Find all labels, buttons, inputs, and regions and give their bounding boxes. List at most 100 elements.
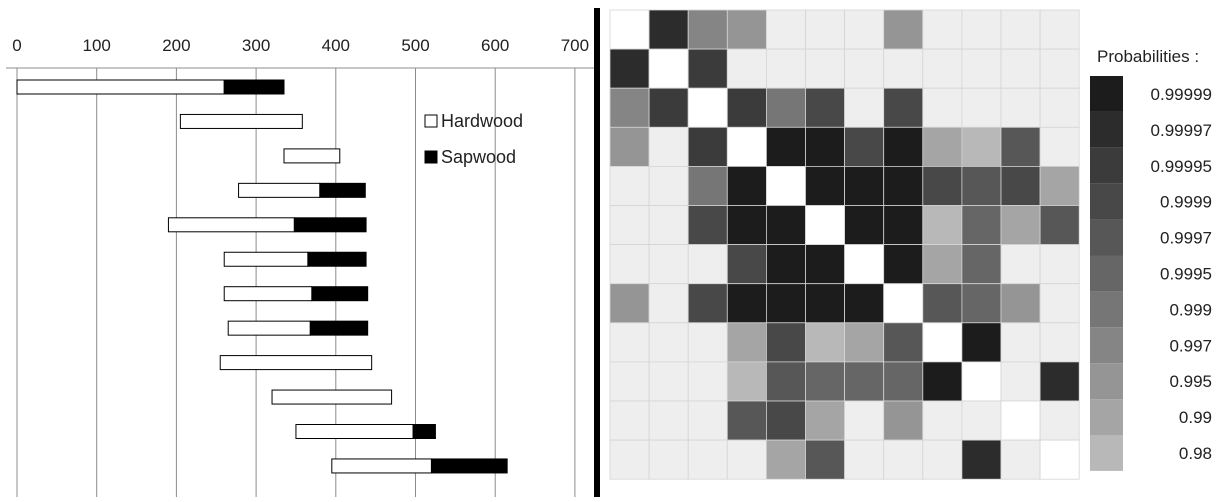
- heatmap-cell: [687, 205, 728, 245]
- heatmap-cell: [961, 126, 1002, 167]
- heatmap-cell: [1000, 87, 1041, 128]
- heatmap-cell: [922, 322, 963, 363]
- legend-label: Hardwood: [441, 111, 523, 131]
- heatmap-cell: [883, 205, 924, 245]
- heatmap-cell: [1039, 244, 1080, 285]
- heatmap-cell: [961, 361, 1002, 402]
- heatmap-cell: [1000, 400, 1041, 441]
- bar-chart-svg: 0 100 200 300 400 500 600 700 Hardwood Sapwood: [6, 36, 594, 497]
- heatmap-cell: [805, 9, 845, 50]
- heatmap-cell: [883, 165, 924, 206]
- heatmap-cell: [961, 205, 1002, 245]
- legend-swatch: [424, 150, 438, 164]
- heatmap-cell: [687, 361, 728, 402]
- sapwood-bar: [412, 424, 436, 439]
- heatmap-cell: [805, 87, 845, 128]
- heatmap-cell: [765, 9, 806, 50]
- legend-label: 0.999: [1169, 300, 1212, 319]
- heatmap-cell: [883, 439, 924, 480]
- heatmap-cell: [883, 283, 924, 324]
- heatmap-cell: [805, 165, 845, 206]
- heatmap-cell: [922, 439, 963, 480]
- heatmap-cell: [805, 205, 845, 245]
- heatmap-cell: [922, 205, 963, 245]
- legend-label: Sapwood: [441, 147, 516, 167]
- heatmap-cell: [648, 87, 689, 128]
- x-tick-label: 300: [242, 36, 270, 55]
- heatmap-cell: [844, 48, 885, 89]
- heatmap-cell: [648, 165, 689, 206]
- heatmap-cell: [1039, 165, 1080, 206]
- heatmap-cell: [1000, 205, 1041, 245]
- heatmap-cell: [1000, 9, 1041, 50]
- heatmap-cell: [726, 48, 767, 89]
- hardwood-bar: [167, 217, 295, 233]
- heatmap-cell: [922, 48, 963, 89]
- heatmap-cell: [726, 400, 767, 441]
- heatmap-cell: [609, 165, 650, 206]
- heatmap-cell: [922, 244, 963, 285]
- heatmap-cell: [765, 400, 806, 441]
- heatmap-cell: [648, 361, 689, 402]
- heatmap-cell: [687, 48, 728, 89]
- hardwood-bar: [331, 458, 432, 474]
- heatmap-cell: [1039, 439, 1080, 480]
- heatmap-cell: [765, 165, 806, 206]
- x-tick-label: 200: [162, 36, 190, 55]
- heatmap-cell: [609, 439, 650, 480]
- sapwood-bar: [311, 286, 369, 302]
- heatmap-cell: [961, 283, 1002, 324]
- x-tick-label: 400: [322, 36, 350, 55]
- heatmap-cell: [1000, 126, 1041, 167]
- heatmap-cell: [648, 283, 689, 324]
- heatmap-cell: [961, 48, 1002, 89]
- heatmap-cell: [1039, 87, 1080, 128]
- legend-swatch: [424, 114, 438, 128]
- heatmap-cell: [609, 9, 650, 50]
- heatmap-cell: [1039, 400, 1080, 441]
- heatmap-cell: [726, 205, 767, 245]
- legend-label: 0.9995: [1160, 264, 1212, 283]
- heatmap-cell: [805, 244, 845, 285]
- sapwood-bar: [307, 251, 367, 267]
- heatmap-cell: [726, 9, 767, 50]
- panel-divider: [594, 8, 600, 497]
- heatmap-cell: [961, 322, 1002, 363]
- heatmap-cell: [765, 126, 806, 167]
- sapwood-bar: [430, 458, 508, 474]
- x-tick-label: 0: [12, 36, 21, 55]
- heatmap-cell: [648, 439, 689, 480]
- heatmap-cell: [961, 165, 1002, 206]
- legend-swatch: [1090, 147, 1123, 184]
- legend-swatch: [1090, 76, 1123, 112]
- hardwood-bar: [16, 79, 225, 95]
- legend-label: 0.99: [1179, 408, 1212, 427]
- legend-label: 0.99995: [1151, 157, 1212, 176]
- legend-swatch: [1090, 111, 1123, 148]
- heatmap-cell: [922, 9, 963, 50]
- heatmap-cell: [648, 126, 689, 167]
- legend-label: 0.997: [1169, 336, 1212, 355]
- heatmap-cell: [844, 400, 885, 441]
- sapwood-bar: [309, 320, 369, 336]
- heatmap-cell: [883, 9, 924, 50]
- legend-swatch: [1090, 219, 1123, 256]
- heatmap-cell: [883, 244, 924, 285]
- heatmap-cell: [805, 322, 845, 363]
- heatmap-cell: [805, 126, 845, 167]
- stacked-bar-chart: 0 100 200 300 400 500 600 700 Hardwood Sapwood: [0, 0, 594, 497]
- heatmap-cell: [922, 165, 963, 206]
- heatmap-cell: [648, 205, 689, 245]
- heatmap-cell: [844, 126, 885, 167]
- legend-title: Probabilities :: [1097, 47, 1199, 66]
- heatmap-cell: [1000, 48, 1041, 89]
- heatmap-cell: [726, 165, 767, 206]
- heatmap-cell: [883, 87, 924, 128]
- sapwood-bar: [319, 182, 366, 198]
- heatmap-cell: [844, 205, 885, 245]
- heatmap-cell: [1039, 322, 1080, 363]
- heatmap-cell: [765, 205, 806, 245]
- heatmap-cell: [922, 87, 963, 128]
- legend-swatch: [1090, 399, 1123, 435]
- heatmap-cell: [609, 400, 650, 441]
